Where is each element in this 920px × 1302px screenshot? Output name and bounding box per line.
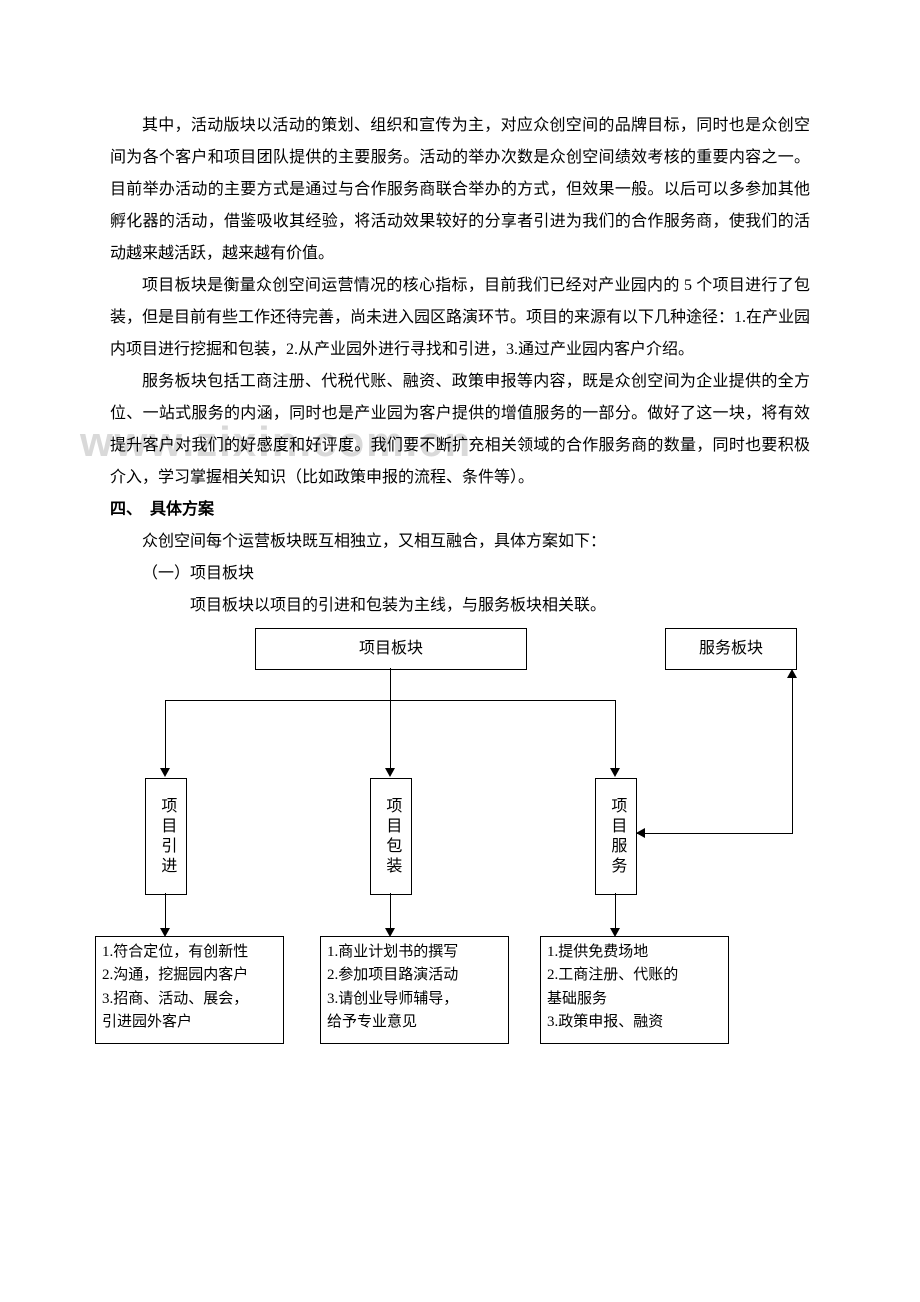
arrow-left-icon: [636, 828, 645, 838]
connector: [165, 893, 166, 931]
node-project-block: 项目板块: [255, 628, 527, 670]
project-diagram: 项目板块 服务板块 项目引进 项目包装 项目服务 1: [110, 628, 810, 1048]
section-4-1-intro: 项目板块以项目的引进和包装为主线，与服务板块相关联。: [110, 590, 810, 622]
connector: [165, 700, 166, 770]
connector: [390, 668, 391, 700]
connector: [792, 677, 793, 834]
arrow-down-icon: [610, 768, 620, 777]
paragraph-2: 项目板块是衡量众创空间运营情况的核心指标，目前我们已经对产业园内的 5 个项目进…: [110, 270, 810, 366]
arrow-down-icon: [385, 768, 395, 777]
connector: [615, 700, 616, 770]
connector: [637, 833, 792, 834]
arrow-down-icon: [160, 768, 170, 777]
paragraph-3: 服务板块包括工商注册、代税代账、融资、政策申报等内容，既是众创空间为企业提供的全…: [110, 366, 810, 494]
node-project-intro: 项目引进: [145, 778, 187, 895]
arrow-up-icon: [787, 669, 797, 678]
section-4-heading: 四、 具体方案: [110, 494, 810, 526]
node-project-service: 项目服务: [595, 778, 637, 895]
connector: [390, 700, 391, 770]
connector: [390, 893, 391, 931]
node-detail-intro: 1.符合定位，有创新性2.沟通，挖掘园内客户3.招商、活动、展会，引进园外客户: [95, 936, 284, 1044]
node-detail-service: 1.提供免费场地2.工商注册、代账的基础服务3.政策申报、融资: [540, 936, 729, 1044]
node-detail-pack: 1.商业计划书的撰写2.参加项目路演活动3.请创业导师辅导，给予专业意见: [320, 936, 509, 1044]
node-project-pack: 项目包装: [370, 778, 412, 895]
section-4-intro: 众创空间每个运营板块既互相独立，又相互融合，具体方案如下：: [110, 526, 810, 558]
connector: [615, 893, 616, 931]
section-4-1-heading: （一）项目板块: [110, 558, 810, 590]
node-service-block: 服务板块: [665, 628, 797, 670]
paragraph-1: 其中，活动版块以活动的策划、组织和宣传为主，对应众创空间的品牌目标，同时也是众创…: [110, 110, 810, 270]
